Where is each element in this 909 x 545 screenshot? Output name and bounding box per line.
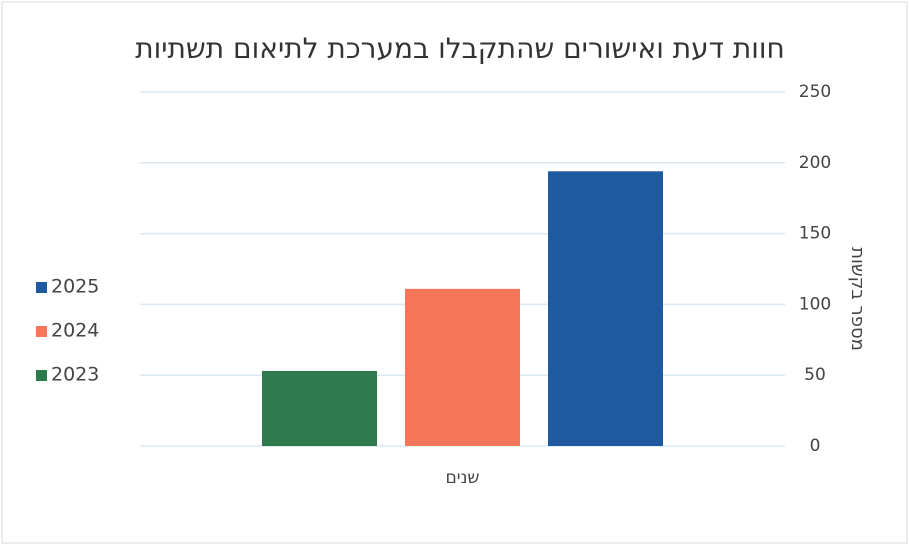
y-tick-label: 200 [799, 153, 831, 173]
y-tick-label: 100 [799, 294, 831, 314]
legend-label: 2025 [51, 276, 99, 298]
y-axis-label: מספר בקשות [847, 247, 868, 351]
y-tick-label: 150 [799, 224, 831, 244]
y-tick-label: 250 [799, 82, 831, 102]
legend-label: 2023 [51, 364, 99, 386]
bar [548, 171, 663, 446]
chart-title: חוות דעת ואישורים שהתקבלו במערכת לתיאום … [135, 32, 785, 65]
y-tick-label: 0 [810, 436, 821, 456]
legend-swatch [36, 326, 47, 337]
y-tick-label: 50 [804, 365, 826, 385]
legend-swatch [36, 282, 47, 293]
bar [405, 288, 520, 446]
legend-swatch [36, 370, 47, 381]
legend-label: 2024 [51, 320, 99, 342]
bar [262, 370, 377, 446]
x-axis-label: שנים [446, 468, 480, 488]
